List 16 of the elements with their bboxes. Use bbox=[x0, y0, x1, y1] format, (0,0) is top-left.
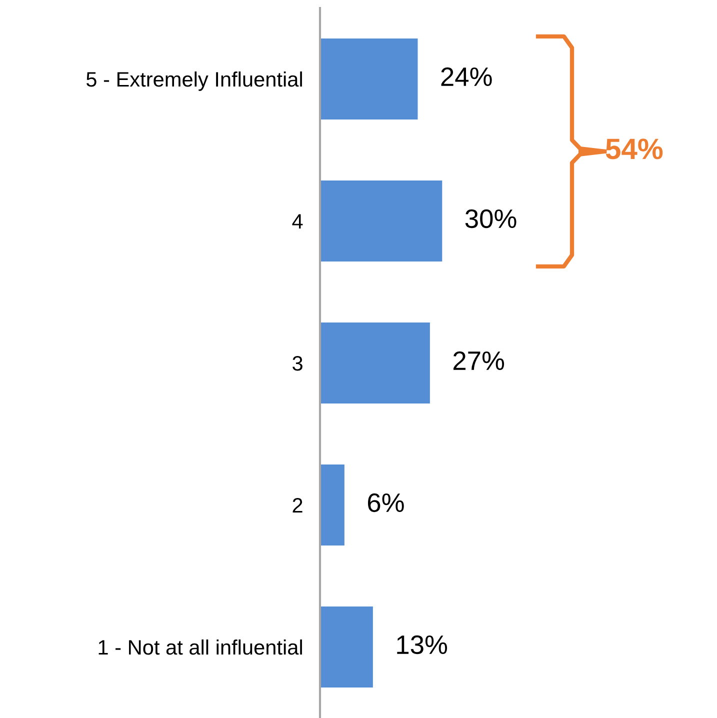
data-label: 13% bbox=[397, 635, 448, 654]
bar bbox=[320, 38, 418, 120]
data-label: 24% bbox=[441, 67, 492, 86]
y-tick-label: 4 bbox=[292, 214, 303, 229]
text: 54% bbox=[606, 138, 663, 160]
y-tick-label: 3 bbox=[292, 356, 302, 371]
data-label: 30% bbox=[465, 209, 516, 228]
y-tick-label: 5 - Extremely Influential bbox=[86, 71, 302, 91]
data-label: 6% bbox=[368, 493, 404, 512]
bar bbox=[320, 464, 344, 546]
data-label: 27% bbox=[453, 351, 504, 370]
y-tick-label: 2 bbox=[292, 498, 302, 513]
bar bbox=[320, 322, 430, 404]
bar bbox=[320, 606, 373, 688]
bar bbox=[320, 180, 442, 262]
y-tick-label: 1 - Not at all influential bbox=[98, 639, 302, 655]
